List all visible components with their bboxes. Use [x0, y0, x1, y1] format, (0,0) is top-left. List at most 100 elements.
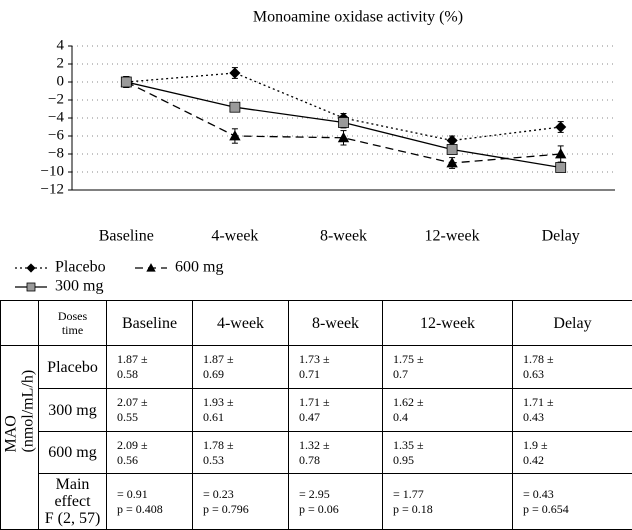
row-label: 300 mg	[39, 389, 107, 432]
cell-text: 0.58	[111, 367, 188, 382]
value-cell: 1.78 ±0.53	[193, 432, 289, 474]
blank-cell	[1, 301, 39, 346]
cell-text: = 1.77	[387, 487, 508, 502]
marker	[27, 264, 35, 272]
row-label: 600 mg	[39, 432, 107, 474]
y-tick-label: −8	[48, 145, 64, 161]
cell-text: 0.42	[517, 453, 628, 468]
legend-item: 300 mg	[15, 278, 103, 295]
y-tick-label: 2	[57, 55, 65, 71]
chart: Monoamine oxidase activity (%) −12−10−8−…	[0, 0, 632, 300]
marker	[230, 102, 240, 112]
cell-text: p = 0.18	[387, 502, 508, 517]
x-tick-label: Delay	[542, 228, 580, 245]
y-tick-label: 0	[57, 73, 65, 89]
cell-text: 300 mg	[43, 402, 102, 419]
cell-text: = 2.95	[293, 487, 378, 502]
chart-title: Monoamine oxidase activity (%)	[253, 9, 463, 26]
value-cell: 2.07 ±0.55	[107, 389, 193, 432]
marker	[339, 118, 349, 128]
cell-text: 0.55	[111, 410, 188, 425]
marker	[27, 283, 35, 291]
cell-text: p = 0.654	[517, 502, 628, 517]
cell-text: (nmol/mL/h)	[20, 423, 37, 452]
cell-text: MAO	[3, 423, 20, 452]
cell-text: 1.62 ±	[387, 395, 508, 410]
legend-label: 300 mg	[55, 278, 103, 295]
cell-text: 1.93 ±	[197, 395, 284, 410]
legend-item: Placebo	[15, 259, 106, 276]
cell-text: p = 0.408	[111, 502, 188, 517]
legend-item: 600 mg	[135, 259, 223, 276]
y-tick-label: −12	[41, 181, 64, 197]
cell-text: 1.75 ±	[387, 352, 508, 367]
cell-text: 0.4	[387, 410, 508, 425]
cell-text: = 0.91	[111, 487, 188, 502]
cell-text: 0.71	[293, 367, 378, 382]
column-header: 4-week	[193, 301, 289, 346]
value-cell: 1.73 ±0.71	[289, 346, 383, 389]
cell-text: 1.78 ±	[197, 438, 284, 453]
y-tick-label: −2	[48, 91, 64, 107]
value-cell: 2.09 ±0.56	[107, 432, 193, 474]
y-tick-label: −6	[48, 127, 64, 143]
value-cell: 1.71 ±0.43	[513, 389, 632, 432]
cell-text: = 0.23	[197, 487, 284, 502]
value-cell: 1.32 ±0.78	[289, 432, 383, 474]
cell-text: 1.87 ±	[197, 352, 284, 367]
marker	[121, 77, 131, 87]
y-tick-label: −4	[48, 109, 64, 125]
column-header: Baseline	[107, 301, 193, 346]
cell-text: 600 mg	[43, 444, 102, 461]
x-tick-label: 12-week	[425, 228, 480, 245]
cell-text: 0.69	[197, 367, 284, 382]
marker	[230, 68, 240, 78]
column-header: Delay	[513, 301, 632, 346]
value-cell: 1.93 ±0.61	[193, 389, 289, 432]
marker	[447, 136, 457, 146]
cell-text: 0.63	[517, 367, 628, 382]
cell-text: = 0.43	[517, 487, 628, 502]
cell-text: p = 0.796	[197, 502, 284, 517]
x-tick-label: 8-week	[320, 228, 367, 245]
cell-text: 2.09 ±	[111, 438, 188, 453]
value-cell: 1.35 ±0.95	[383, 432, 513, 474]
cell-text: 1.71 ±	[293, 395, 378, 410]
marker	[556, 163, 566, 173]
value-cell: 1.75 ±0.7	[383, 346, 513, 389]
cell-text: 1.35 ±	[387, 438, 508, 453]
cell-text: 1.32 ±	[293, 438, 378, 453]
value-cell: 1.9 ±0.42	[513, 432, 632, 474]
cell-text: 0.78	[293, 453, 378, 468]
column-header: 12-week	[383, 301, 513, 346]
cell-text: 1.71 ±	[517, 395, 628, 410]
y-tick-label: 4	[57, 37, 65, 53]
legend-label: Placebo	[55, 259, 106, 276]
marker	[556, 122, 566, 132]
cell-text: 0.7	[387, 367, 508, 382]
cell-text: 1.73 ±	[293, 352, 378, 367]
column-header: 8-week	[289, 301, 383, 346]
cell-text: 1.87 ±	[111, 352, 188, 367]
cell-text: 0.95	[387, 453, 508, 468]
cell-text: 2.07 ±	[111, 395, 188, 410]
value-cell: 1.87 ±0.58	[107, 346, 193, 389]
value-cell: 1.71 ±0.47	[289, 389, 383, 432]
cell-text: time	[43, 323, 102, 337]
cell-text: 0.61	[197, 410, 284, 425]
cell-text: Main effect	[43, 476, 102, 510]
cell-text: 0.56	[111, 453, 188, 468]
x-tick-label: Baseline	[99, 228, 154, 245]
legend-label: 600 mg	[175, 259, 223, 276]
